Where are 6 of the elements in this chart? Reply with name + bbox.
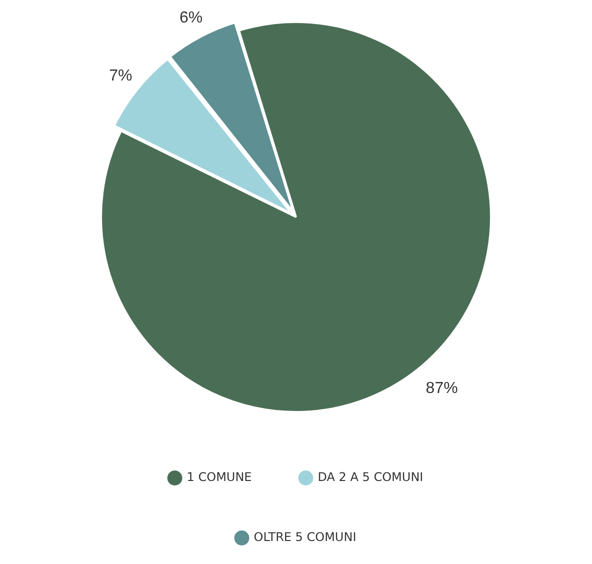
legend-label: 1 COMUNE: [186, 470, 252, 484]
legend-label: OLTRE 5 COMUNI: [254, 530, 356, 544]
data-label: 87%: [426, 380, 458, 397]
data-label: 7%: [109, 67, 132, 84]
data-label: 6%: [180, 9, 203, 26]
legend-label: DA 2 A 5 COMUNI: [318, 470, 424, 484]
